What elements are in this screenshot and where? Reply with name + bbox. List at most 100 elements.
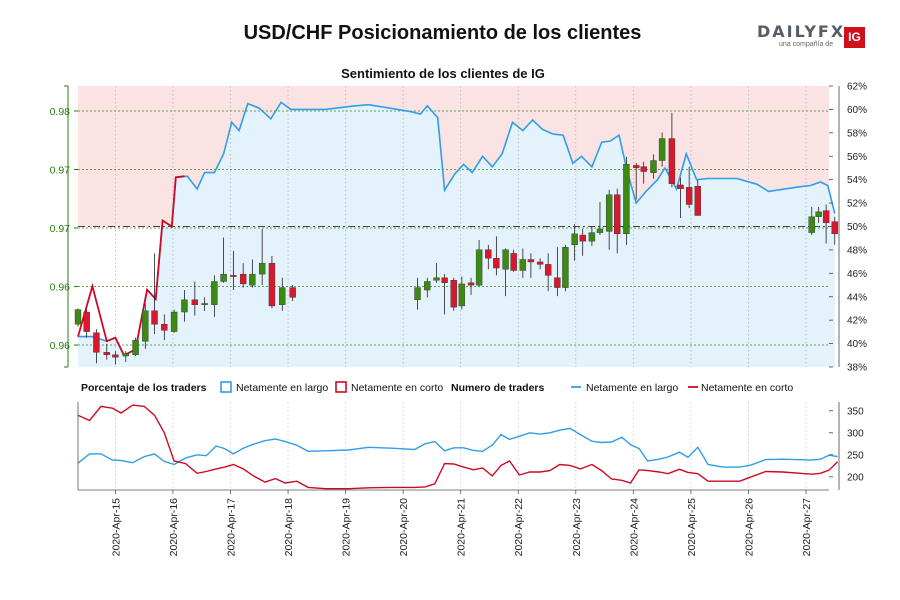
chart-subtitle: Sentimiento de los clientes de IG xyxy=(341,66,545,81)
traders-long-line xyxy=(77,427,838,468)
candle-body xyxy=(485,249,492,259)
candle xyxy=(808,206,815,236)
candle xyxy=(694,180,701,216)
candle xyxy=(536,258,544,270)
candle xyxy=(633,162,640,200)
candle-body xyxy=(544,264,552,276)
candle-body xyxy=(685,187,693,205)
candle-body xyxy=(268,262,276,307)
x-tick-label: 2020-Apr-16 xyxy=(168,498,180,557)
y-right-tick-label: 54% xyxy=(847,175,867,186)
legend: Porcentaje de los traders Netamente en l… xyxy=(81,381,793,394)
candle-body xyxy=(668,138,676,184)
candle-body xyxy=(562,247,569,288)
legend-num-short-label: Netamente en corto xyxy=(701,382,793,394)
candle-body xyxy=(808,216,815,233)
candle xyxy=(201,297,208,311)
candle-body xyxy=(527,259,535,263)
y-right-tick-label: 62% xyxy=(847,82,867,93)
candle xyxy=(579,228,586,256)
candle xyxy=(93,329,100,364)
x-tick-label: 2020-Apr-15 xyxy=(110,498,122,557)
candle xyxy=(475,239,483,287)
candle xyxy=(122,351,129,363)
candle xyxy=(170,309,178,333)
candle xyxy=(103,343,110,360)
logo-tagline: una compañía de xyxy=(779,41,834,48)
candle-body xyxy=(579,234,586,242)
candle-body xyxy=(677,184,684,189)
candle-body xyxy=(211,281,218,305)
candle xyxy=(414,277,421,310)
candle xyxy=(289,285,296,302)
y-traders-tick-label: 200 xyxy=(847,472,864,483)
candle xyxy=(596,202,604,236)
candle-body xyxy=(822,210,830,224)
candle xyxy=(658,132,666,167)
x-tick-label: 2020-Apr-18 xyxy=(283,498,295,557)
candle-body xyxy=(220,273,227,282)
y-right-tick-label: 58% xyxy=(847,128,867,139)
y-left-tick-label: 0.97 xyxy=(50,165,71,177)
candle-body xyxy=(658,138,666,161)
candle-body xyxy=(170,311,178,332)
x-tick-label: 2020-Apr-22 xyxy=(513,498,525,557)
candle xyxy=(151,253,158,335)
y-right-tick-label: 42% xyxy=(847,316,867,327)
candle-body xyxy=(633,165,640,169)
candle-body xyxy=(414,287,421,301)
x-tick-label: 2020-Apr-21 xyxy=(456,498,468,557)
legend-num-long-label: Netamente en largo xyxy=(586,382,678,394)
x-tick-label: 2020-Apr-23 xyxy=(571,498,583,557)
candle-body xyxy=(132,339,139,355)
candle xyxy=(458,276,466,310)
candle-body xyxy=(239,273,247,285)
legend-pct-short-swatch xyxy=(335,381,347,393)
candle xyxy=(571,224,578,261)
candle-body xyxy=(502,249,509,270)
candle-body xyxy=(493,258,500,269)
candle-body xyxy=(279,287,286,305)
logo-brand: DAILYFX xyxy=(757,22,846,41)
candle-body xyxy=(623,163,630,235)
candle-body xyxy=(289,287,296,298)
candle-body xyxy=(694,185,701,216)
legend-pct-long-label: Netamente en largo xyxy=(236,382,328,394)
y-right-tick-label: 40% xyxy=(847,339,867,350)
candle xyxy=(424,277,431,298)
candle-body xyxy=(181,299,188,313)
candle xyxy=(527,253,535,278)
candle xyxy=(268,255,276,309)
candle-body xyxy=(93,332,100,353)
candle xyxy=(450,277,457,311)
legend-pct-long-swatch xyxy=(220,381,232,393)
candle-body xyxy=(596,228,604,233)
candle xyxy=(191,281,199,316)
candle-body xyxy=(424,281,431,291)
candle-body xyxy=(122,353,129,357)
candle xyxy=(74,308,82,327)
candle-body xyxy=(161,324,168,331)
candle-body xyxy=(230,275,237,277)
candle xyxy=(239,263,247,288)
y-right-tick-label: 48% xyxy=(847,245,867,256)
x-tick-label: 2020-Apr-20 xyxy=(398,498,410,557)
y-traders-tick-label: 300 xyxy=(847,428,864,439)
candle xyxy=(493,236,500,276)
candle-body xyxy=(103,352,110,355)
candle-body xyxy=(441,277,448,283)
candle xyxy=(258,228,266,286)
candle xyxy=(142,303,149,349)
candle-body xyxy=(151,310,158,325)
candle-body xyxy=(258,262,266,275)
candle-body xyxy=(475,249,483,286)
candle-body xyxy=(554,277,561,288)
candle-body xyxy=(510,253,517,271)
legend-pct-title: Porcentaje de los traders xyxy=(81,382,207,394)
candle-body xyxy=(201,303,208,305)
candle xyxy=(502,248,509,297)
y-right-tick-label: 38% xyxy=(847,363,867,374)
candle-body xyxy=(83,311,90,332)
y-right-tick-label: 56% xyxy=(847,152,867,163)
